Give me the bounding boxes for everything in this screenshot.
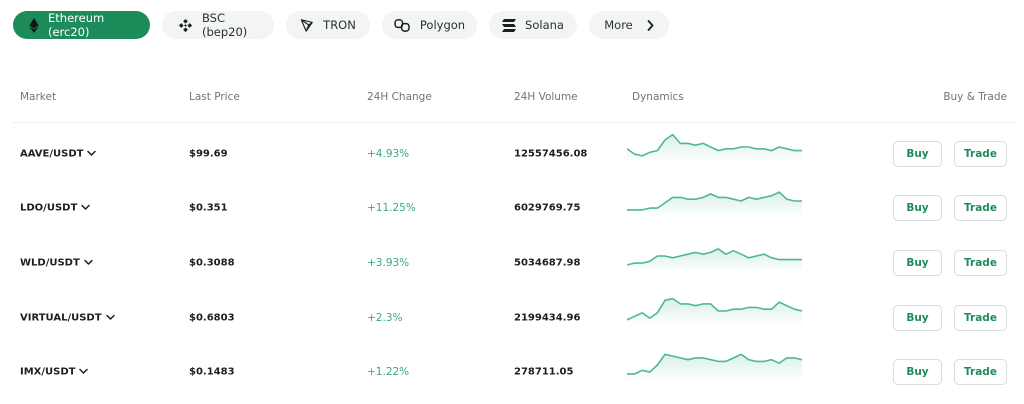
- last-price: $0.6803: [189, 312, 235, 324]
- header-dynamics: Dynamics: [632, 91, 684, 103]
- tab-solana[interactable]: Solana: [489, 11, 577, 39]
- market-pair[interactable]: IMX/USDT: [20, 366, 89, 378]
- trade-button[interactable]: Trade: [954, 359, 1007, 385]
- change-24h: +3.93%: [367, 257, 410, 269]
- buy-button[interactable]: Buy: [893, 359, 942, 385]
- network-tabs: Ethereum (erc20) BSC (bep20) TRON Polygo…: [13, 11, 669, 39]
- market-label: WLD/USDT: [20, 257, 80, 269]
- buy-button[interactable]: Buy: [893, 250, 942, 276]
- tab-ethereum[interactable]: Ethereum (erc20): [13, 11, 150, 39]
- table-row: IMX/USDT $0.1483 +1.22% 278711.05 Buy Tr…: [0, 345, 1024, 399]
- change-24h: +2.3%: [367, 312, 403, 324]
- sparkline-chart: [627, 297, 802, 327]
- sparkline-chart: [627, 191, 802, 217]
- more-button[interactable]: More: [589, 11, 669, 39]
- chevron-down-icon: [79, 367, 89, 378]
- trade-button[interactable]: Trade: [954, 305, 1007, 331]
- header-market: Market: [20, 91, 57, 103]
- market-pair[interactable]: VIRTUAL/USDT: [20, 313, 115, 324]
- sparkline-chart: [627, 133, 802, 163]
- trade-button[interactable]: Trade: [954, 250, 1007, 276]
- header-buy-trade: Buy & Trade: [943, 91, 1007, 103]
- change-24h: +11.25%: [367, 202, 416, 214]
- table-header: Market Last Price 24H Change 24H Volume …: [0, 91, 1024, 105]
- header-last-price: Last Price: [189, 91, 240, 103]
- tron-icon: [300, 18, 314, 32]
- tab-bsc[interactable]: BSC (bep20): [162, 11, 274, 39]
- volume-24h: 6029769.75: [514, 202, 581, 214]
- buy-button[interactable]: Buy: [893, 305, 942, 331]
- solana-icon: [502, 18, 517, 32]
- volume-24h: 2199434.96: [514, 312, 581, 324]
- market-label: AAVE/USDT: [20, 148, 84, 160]
- market-pair[interactable]: WLD/USDT: [20, 258, 93, 269]
- chevron-down-icon: [81, 203, 91, 214]
- last-price: $0.351: [189, 202, 228, 214]
- header-24h-change: 24H Change: [367, 91, 432, 103]
- buy-button[interactable]: Buy: [893, 195, 942, 221]
- volume-24h: 12557456.08: [514, 148, 588, 160]
- ethereum-icon: [29, 17, 39, 33]
- header-divider: [12, 122, 1016, 123]
- tab-tron[interactable]: TRON: [286, 11, 370, 39]
- tab-polygon[interactable]: Polygon: [382, 11, 477, 39]
- table-row: AAVE/USDT $99.69 +4.93% 12557456.08 Buy …: [0, 127, 1024, 181]
- table-row: WLD/USDT $0.3088 +3.93% 5034687.98 Buy T…: [0, 236, 1024, 290]
- volume-24h: 5034687.98: [514, 257, 581, 269]
- trade-button[interactable]: Trade: [954, 141, 1007, 167]
- market-label: IMX/USDT: [20, 366, 76, 378]
- bnb-icon: [178, 18, 193, 33]
- market-pair[interactable]: AAVE/USDT: [20, 148, 97, 160]
- header-24h-volume: 24H Volume: [514, 91, 578, 103]
- market-pair[interactable]: LDO/USDT: [20, 202, 91, 214]
- last-price: $0.3088: [189, 257, 235, 269]
- chevron-down-icon: [105, 313, 115, 324]
- last-price: $99.69: [189, 148, 228, 160]
- market-label: LDO/USDT: [20, 202, 78, 214]
- change-24h: +1.22%: [367, 366, 410, 378]
- market-label: VIRTUAL/USDT: [20, 312, 102, 324]
- change-24h: +4.93%: [367, 148, 410, 160]
- polygon-icon: [394, 18, 411, 32]
- sparkline-chart: [627, 248, 802, 272]
- table-row: VIRTUAL/USDT $0.6803 +2.3% 2199434.96 Bu…: [0, 291, 1024, 345]
- chevron-right-icon: [647, 19, 654, 31]
- chevron-down-icon: [84, 258, 93, 269]
- sparkline-chart: [627, 353, 802, 381]
- volume-24h: 278711.05: [514, 366, 574, 378]
- buy-button[interactable]: Buy: [893, 141, 942, 167]
- chevron-down-icon: [87, 149, 97, 160]
- table-row: LDO/USDT $0.351 +11.25% 6029769.75 Buy T…: [0, 181, 1024, 235]
- last-price: $0.1483: [189, 366, 235, 378]
- trade-button[interactable]: Trade: [954, 195, 1007, 221]
